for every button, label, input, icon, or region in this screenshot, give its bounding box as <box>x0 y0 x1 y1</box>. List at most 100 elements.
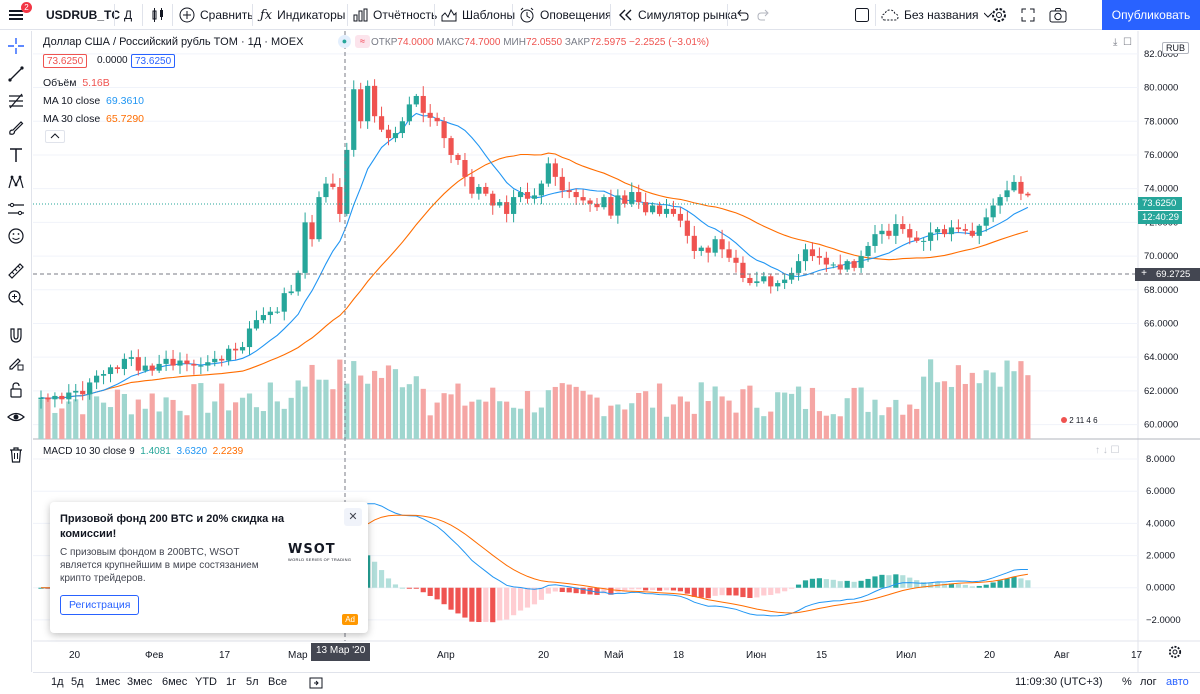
crosshair-icon <box>8 38 24 54</box>
volume-bar <box>844 398 850 439</box>
snapshot-button[interactable] <box>1049 0 1067 30</box>
currency-label[interactable]: RUB <box>1162 42 1190 54</box>
price-axis-label: 64.0000 <box>1144 352 1178 363</box>
brush-icon <box>9 121 24 135</box>
volume-bar <box>1004 360 1010 439</box>
settings-button[interactable] <box>991 0 1007 30</box>
add-alert-plus-icon[interactable]: + <box>1135 268 1153 281</box>
volume-bar <box>114 389 121 439</box>
candle-body <box>365 85 371 122</box>
macd-hist-bar <box>782 587 788 592</box>
stay-drawing-tool[interactable] <box>4 352 28 374</box>
symbol-search[interactable]: USDRUB_TC <box>46 8 121 22</box>
pane-controls[interactable]: ⤓ ☐ <box>1113 37 1132 48</box>
chart-canvas[interactable]: 82.000080.000078.000076.000074.000072.00… <box>33 31 1200 672</box>
templates-button[interactable]: Шаблоны <box>441 0 515 30</box>
undo-button[interactable] <box>735 0 749 30</box>
lock-drawings-tool[interactable] <box>4 379 28 401</box>
volume-bar <box>212 401 218 439</box>
prediction-icon <box>8 202 24 216</box>
publish-button[interactable]: Опубликовать <box>1102 0 1200 30</box>
legend-eye-badge[interactable]: ● ≈ <box>338 35 370 48</box>
candle-body <box>740 262 746 278</box>
icons-tool[interactable] <box>4 225 28 247</box>
volume-bar <box>372 370 378 439</box>
notification-badge: 2 <box>21 2 32 13</box>
macd-hist-bar <box>1018 578 1024 588</box>
fib-tool[interactable] <box>4 90 28 112</box>
auto-toggle[interactable]: авто <box>1166 676 1189 688</box>
candle-body <box>52 395 58 400</box>
macd-hist-bar <box>900 575 906 588</box>
candle-body <box>149 365 155 371</box>
candle-body <box>45 397 51 400</box>
menu-icon[interactable] <box>8 0 24 30</box>
macd-hist-bar <box>448 587 454 610</box>
candle-body <box>636 192 642 203</box>
macd-hist-bar <box>378 570 385 588</box>
pattern-tool[interactable] <box>4 171 28 193</box>
register-button[interactable]: Регистрация <box>60 595 140 615</box>
volume-bar <box>719 396 725 439</box>
crosshair-tool[interactable] <box>4 35 28 57</box>
hide-drawings-tool[interactable] <box>4 406 28 428</box>
chart-style-button[interactable] <box>150 0 166 30</box>
chart-area[interactable]: 82.000080.000078.000076.000074.000072.00… <box>33 31 1200 672</box>
close-icon[interactable]: ✕ <box>344 508 362 526</box>
collapse-legend-button[interactable] <box>45 130 65 143</box>
candle-body <box>212 358 218 363</box>
range-6[interactable]: 1г <box>226 676 237 688</box>
brush-tool[interactable] <box>4 117 28 139</box>
zoom-tool[interactable] <box>4 287 28 309</box>
magnet-tool[interactable] <box>4 325 28 347</box>
volume-bar <box>420 388 426 439</box>
clock-timezone[interactable]: 11:09:30 (UTC+3) <box>1015 676 1103 688</box>
range-4[interactable]: 6мес <box>162 676 188 688</box>
range-1[interactable]: 5д <box>71 676 84 688</box>
macd-hist-bar <box>545 587 551 594</box>
volume-bar <box>1018 361 1024 439</box>
indicators-label: Индикаторы <box>277 8 346 22</box>
goto-date-button[interactable] <box>309 676 323 693</box>
compare-button[interactable]: Сравнить <box>179 0 253 30</box>
redo-button[interactable] <box>757 0 771 30</box>
log-toggle[interactable]: лог <box>1140 676 1157 688</box>
layout-name-button[interactable]: Без названия <box>881 0 992 30</box>
events-marker[interactable]: 2 11 4 6 <box>1061 416 1098 425</box>
ask-price[interactable]: 73.6250 <box>131 54 176 68</box>
macd-hist-bar <box>385 578 392 588</box>
macd-pane-controls[interactable]: ↑ ↓ ☐ <box>1095 445 1120 456</box>
candle-body <box>524 192 531 199</box>
indicators-button[interactable]: ƒx Индикаторы <box>260 0 345 30</box>
chart-settings-button[interactable] <box>1168 645 1182 662</box>
range-0[interactable]: 1д <box>51 676 64 688</box>
trend-line-tool[interactable] <box>4 63 28 85</box>
volume-bar <box>872 399 878 439</box>
range-3[interactable]: 3мес <box>127 676 153 688</box>
interval-button[interactable]: Д <box>124 8 133 22</box>
templates-icon <box>441 8 457 22</box>
range-7[interactable]: 5л <box>246 676 259 688</box>
range-8[interactable]: Все <box>268 676 287 688</box>
prediction-tool[interactable] <box>4 198 28 220</box>
ad-body: С призовым фондом в 200BTC, WSOT являетс… <box>60 547 259 584</box>
text-tool[interactable] <box>4 144 28 166</box>
remove-drawings-tool[interactable] <box>4 444 28 466</box>
range-2[interactable]: 1мес <box>95 676 121 688</box>
percent-toggle[interactable]: % <box>1122 676 1132 688</box>
macd-hist-bar <box>636 587 642 590</box>
measure-tool[interactable] <box>4 260 28 282</box>
alerts-button[interactable]: Оповещения <box>519 0 612 30</box>
volume-bar <box>886 407 892 439</box>
volume-bar <box>295 380 301 439</box>
select-layout-checkbox[interactable] <box>854 0 870 30</box>
bid-price[interactable]: 73.6250 <box>43 54 88 68</box>
candle-body <box>239 347 246 351</box>
range-5[interactable]: YTD <box>195 676 217 688</box>
replay-button[interactable]: Симулятор рынка <box>617 0 737 30</box>
macd-hist-bar <box>552 587 558 592</box>
fullscreen-button[interactable] <box>1021 0 1035 30</box>
financials-button[interactable]: Отчётность <box>352 0 437 30</box>
macd-axis-label: 0.0000 <box>1146 583 1175 594</box>
volume-bar <box>1025 375 1031 439</box>
